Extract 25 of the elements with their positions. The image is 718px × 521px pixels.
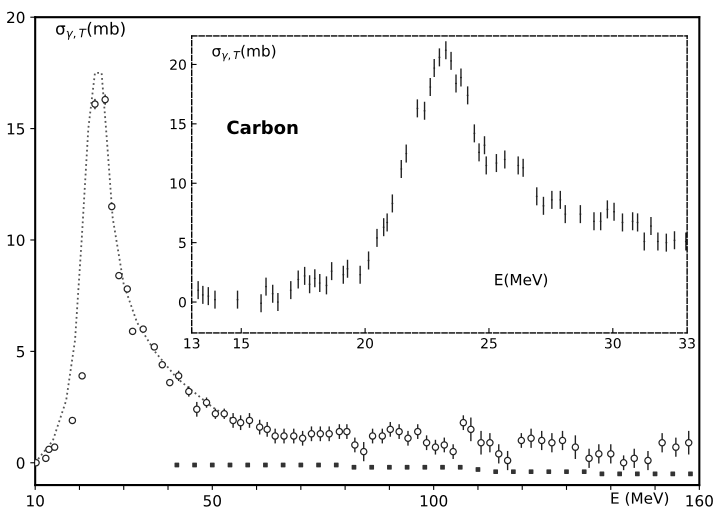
y-tick-label: 0 bbox=[16, 457, 24, 469]
y-tick-label: 0 bbox=[178, 297, 186, 308]
y-tick-label: 20 bbox=[7, 12, 24, 24]
x-tick-label: 33 bbox=[679, 338, 695, 349]
y-tick-label: 20 bbox=[170, 59, 186, 70]
y-tick-label: 15 bbox=[8, 123, 24, 135]
y-tick-label: 10 bbox=[170, 178, 186, 189]
x-tick-label: 160 bbox=[686, 495, 713, 507]
x-tick-label: 15 bbox=[234, 338, 249, 349]
x-tick-label: 13 bbox=[184, 338, 200, 349]
x-tick-label: 10 bbox=[27, 495, 44, 507]
x-tick-label: 25 bbox=[481, 338, 497, 349]
y-tick-label: 10 bbox=[8, 234, 24, 246]
y-axis-title: σ$_{γ,T}$(mb) bbox=[212, 44, 276, 62]
x-tick-label: 50 bbox=[204, 495, 221, 507]
y-axis-title: σ$_{γ,T}$(mb) bbox=[56, 22, 125, 40]
x-tick-label: 30 bbox=[605, 338, 621, 349]
x-tick-label: 20 bbox=[357, 338, 374, 349]
y-tick-label: 5 bbox=[16, 346, 24, 358]
x-axis-title: E(MeV) bbox=[495, 274, 548, 288]
y-tick-label: 5 bbox=[179, 238, 186, 248]
annotation: Carbon bbox=[227, 120, 298, 134]
x-axis-title: E (MeV) bbox=[611, 492, 668, 506]
x-tick-label: 100 bbox=[420, 495, 448, 507]
y-tick-label: 15 bbox=[170, 119, 186, 130]
